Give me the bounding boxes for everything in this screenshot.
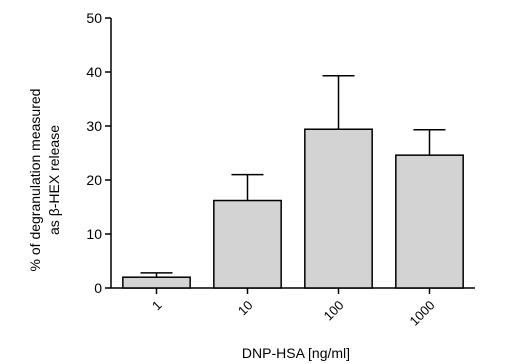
bar (304, 128, 373, 289)
y-axis-label-line: % of degranulation measured (27, 89, 43, 272)
x-axis-label: DNP-HSA [ng/ml] (242, 345, 350, 361)
x-tick-label: 100 (321, 298, 347, 324)
y-tick-label: 20 (86, 172, 102, 188)
y-tick-label: 0 (94, 280, 102, 296)
x-tick-label: 1000 (407, 298, 438, 329)
x-tick-label: 1 (149, 298, 165, 314)
y-axis: 0 10 20 30 40 50 (86, 10, 112, 296)
y-axis-label: % of degranulation measured as β-HEX rele… (27, 89, 62, 272)
error-bars (140, 75, 446, 278)
y-tick-label: 30 (86, 118, 102, 134)
y-tick-label: 50 (86, 10, 102, 26)
bar (122, 276, 191, 289)
y-axis-label-line: as β-HEX release (46, 125, 62, 235)
bar (395, 154, 464, 289)
x-tick-label: 10 (235, 298, 256, 319)
bar (213, 199, 282, 289)
x-axis: 1 10 100 1000 (111, 287, 475, 329)
y-tick-label: 10 (86, 226, 102, 242)
bars (122, 128, 464, 289)
y-tick-label: 40 (86, 64, 102, 80)
